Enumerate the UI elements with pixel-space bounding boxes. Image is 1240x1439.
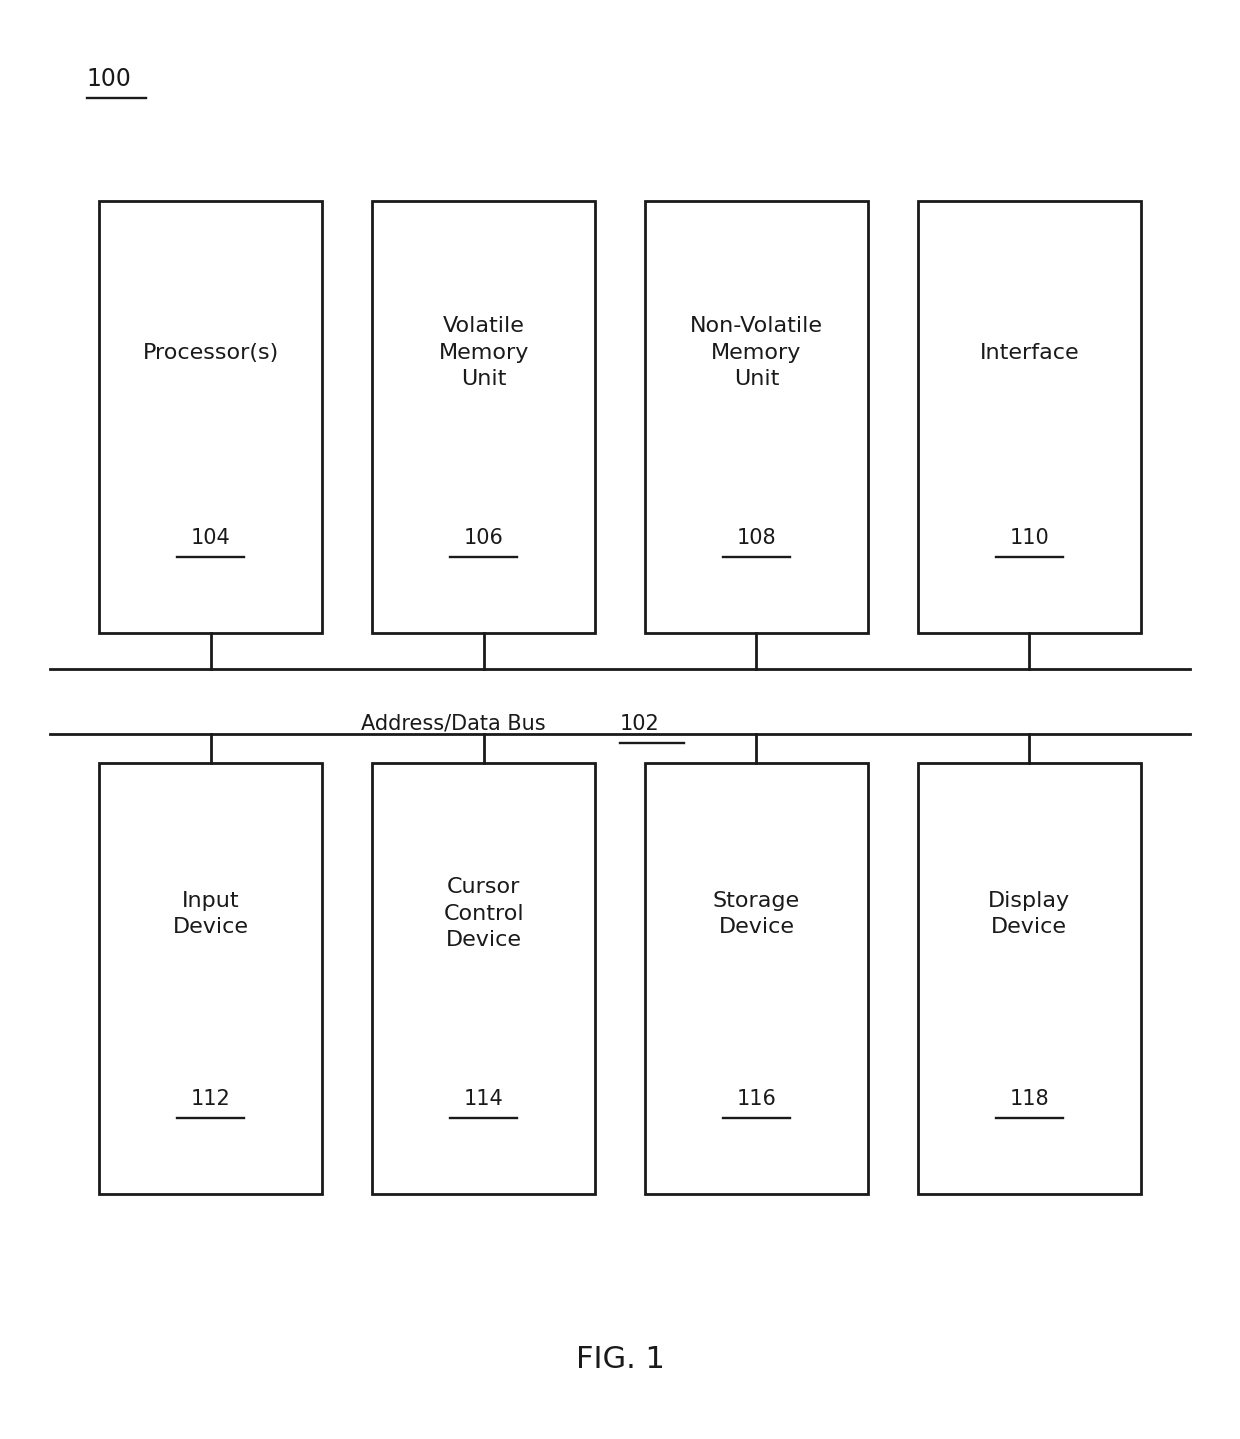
Text: 102: 102	[620, 714, 660, 734]
Text: Volatile
Memory
Unit: Volatile Memory Unit	[439, 317, 528, 389]
Bar	[372, 201, 595, 633]
Text: Interface: Interface	[980, 342, 1079, 363]
Text: FIG. 1: FIG. 1	[575, 1345, 665, 1374]
Text: Address/Data Bus: Address/Data Bus	[361, 714, 546, 734]
Bar	[918, 763, 1141, 1194]
Text: 118: 118	[1009, 1089, 1049, 1109]
Text: Display
Device: Display Device	[988, 891, 1070, 937]
Bar	[99, 763, 322, 1194]
Bar	[372, 763, 595, 1194]
Text: 110: 110	[1009, 528, 1049, 548]
Text: 106: 106	[464, 528, 503, 548]
Bar	[645, 763, 868, 1194]
Text: 114: 114	[464, 1089, 503, 1109]
Text: 108: 108	[737, 528, 776, 548]
Text: 116: 116	[737, 1089, 776, 1109]
Bar	[645, 201, 868, 633]
Text: 100: 100	[87, 68, 131, 91]
Bar	[918, 201, 1141, 633]
Text: Input
Device: Input Device	[172, 891, 249, 937]
Text: Storage
Device: Storage Device	[713, 891, 800, 937]
Text: Non-Volatile
Memory
Unit: Non-Volatile Memory Unit	[689, 317, 823, 389]
Text: Cursor
Control
Device: Cursor Control Device	[443, 878, 525, 950]
Text: 104: 104	[191, 528, 231, 548]
Bar	[99, 201, 322, 633]
Text: 112: 112	[191, 1089, 231, 1109]
Text: Processor(s): Processor(s)	[143, 342, 279, 363]
